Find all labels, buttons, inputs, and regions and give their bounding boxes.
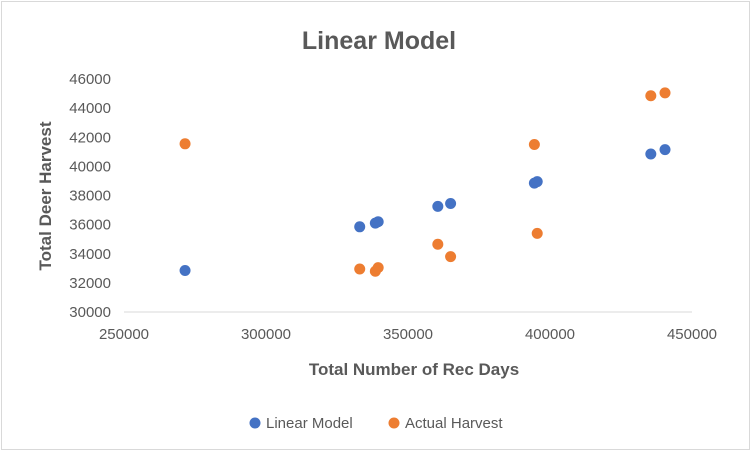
series-linear-model [179, 144, 671, 276]
x-tick-label: 400000 [525, 326, 575, 343]
y-axis-title: Total Deer Harvest [36, 121, 55, 270]
y-tick-label: 36000 [69, 217, 111, 234]
legend-item-linear-model: Linear Model [249, 415, 353, 432]
legend-marker [249, 417, 261, 429]
y-tick-label: 42000 [69, 129, 111, 146]
x-tick-label: 450000 [667, 326, 717, 343]
data-point [432, 238, 444, 250]
y-tick-label: 32000 [69, 275, 111, 292]
data-points [179, 87, 671, 277]
data-point [179, 138, 191, 150]
data-point [531, 227, 543, 239]
y-tick-label: 38000 [69, 188, 111, 205]
data-point [531, 176, 543, 188]
legend: Linear Model Actual Harvest [249, 415, 503, 432]
data-point [645, 148, 657, 160]
legend-label: Actual Harvest [405, 415, 503, 432]
data-point [179, 264, 191, 276]
data-point [432, 200, 444, 212]
y-tick-label: 34000 [69, 246, 111, 263]
y-axis-ticks: 30000 32000 34000 36000 38000 40000 42000 44000… [69, 71, 111, 321]
y-tick-label: 46000 [69, 71, 111, 88]
series-actual-harvest [179, 87, 671, 277]
data-point [659, 87, 671, 99]
data-point [528, 139, 540, 151]
data-point [372, 262, 384, 274]
data-point [445, 198, 457, 210]
legend-item-actual-harvest: Actual Harvest [388, 415, 503, 432]
y-tick-label: 44000 [69, 100, 111, 117]
y-tick-label: 30000 [69, 304, 111, 321]
chart-title: Linear Model [302, 27, 456, 55]
x-tick-label: 350000 [383, 326, 433, 343]
data-point [659, 144, 671, 156]
y-tick-label: 40000 [69, 158, 111, 175]
data-point [354, 263, 366, 275]
data-point [445, 251, 457, 263]
legend-label: Linear Model [266, 415, 353, 432]
x-axis-title: Total Number of Rec Days [309, 360, 519, 379]
data-point [645, 90, 657, 102]
data-point [354, 221, 366, 233]
x-tick-label: 250000 [99, 326, 149, 343]
x-tick-label: 300000 [241, 326, 291, 343]
data-point [372, 216, 384, 228]
legend-marker [388, 417, 400, 429]
x-axis-ticks: 250000 300000 350000 400000 450000 [99, 326, 717, 343]
